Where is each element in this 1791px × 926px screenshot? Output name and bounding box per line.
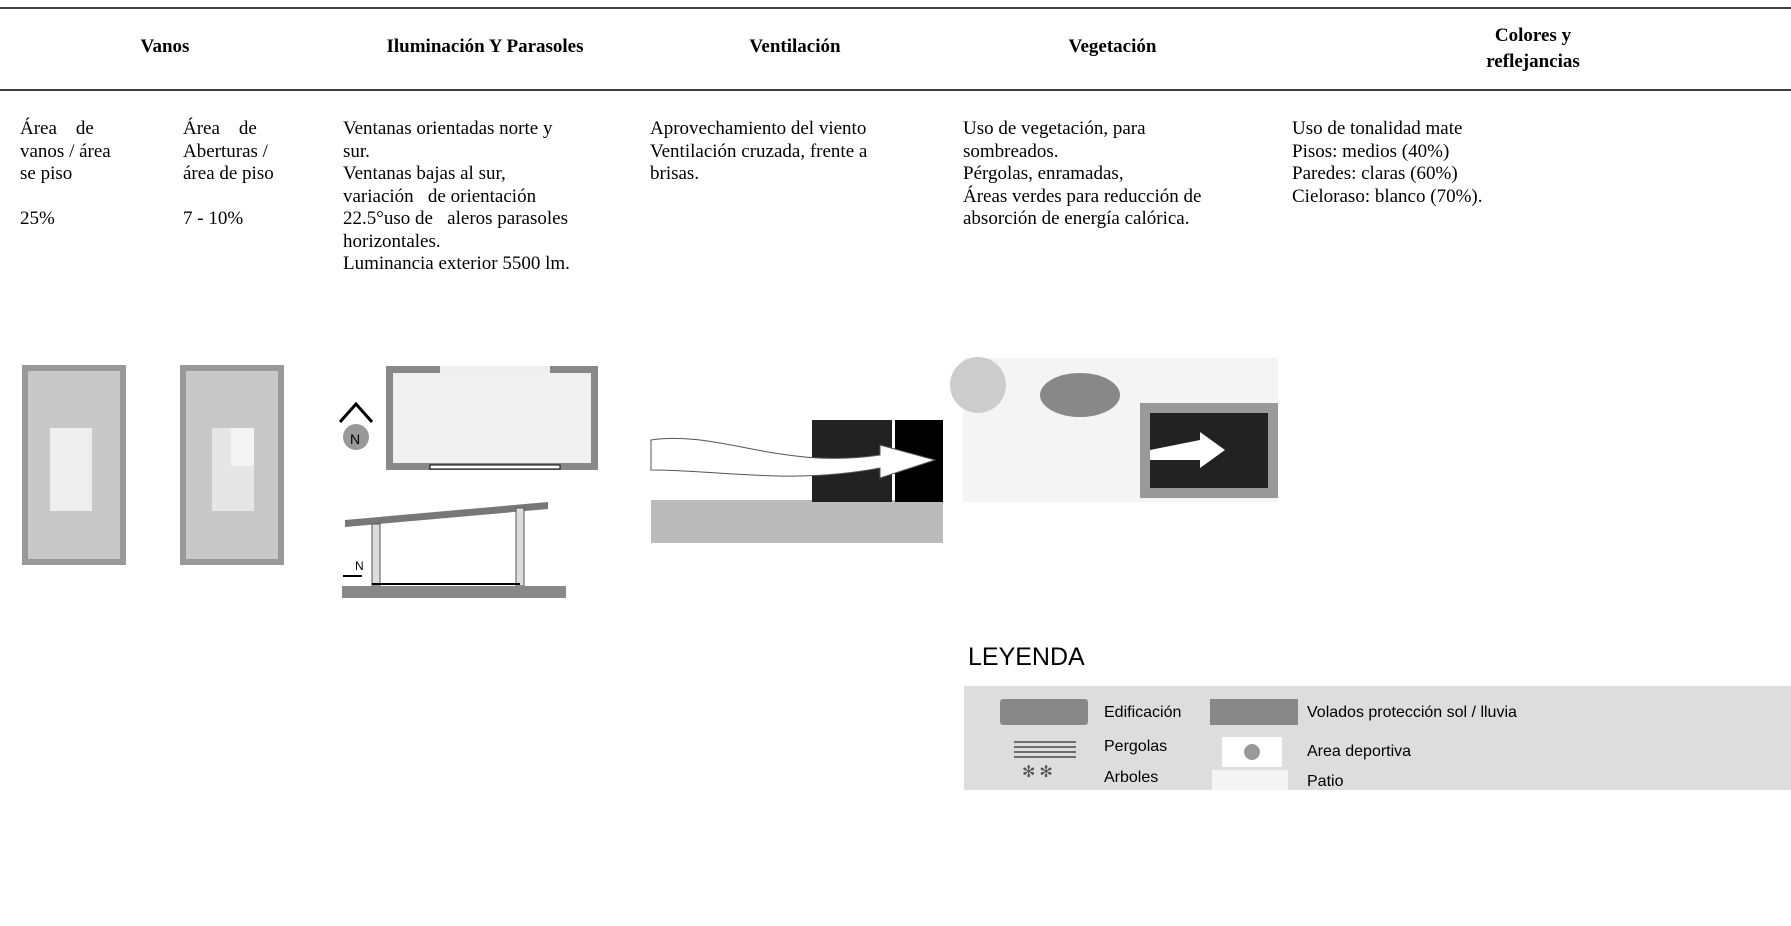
column-header: Ventilación [749,36,841,57]
rules [0,7,1791,91]
legend-item: Arboles [1104,769,1159,786]
cell-text: sombreados. [963,140,1059,162]
column-header: Colores y [1494,25,1572,46]
cell-text: Cieloraso: blanco (70%). [1292,185,1483,207]
legend-item: Pergolas [1104,738,1168,755]
cell-text: Pérgolas, enramadas, [963,163,1124,184]
legend-box: ✻ ✻ [964,686,1791,790]
cell-text: Ventanas orientadas norte y [343,118,553,139]
cell-text: Luminancia exterior 5500 lm. [343,253,570,274]
cell-text: 25% [20,208,55,229]
ventilation-figure [650,360,943,543]
vanos-figure [22,365,126,565]
column-header: Iluminación Y Parasoles [386,36,584,57]
legend-item: Patio [1307,773,1344,790]
cell-text: 22.5°uso de aleros parasoles [343,208,568,229]
cell-text: Pisos: medios (40%) [1292,140,1450,162]
svg-text:✻ ✻: ✻ ✻ [1022,764,1053,781]
cell-text: Ventilación cruzada, frente a [650,140,868,162]
section-figure [342,502,566,598]
legend-title: LEYENDA [968,643,1085,671]
cell-text: Uso de tonalidad mate [1292,118,1463,139]
cell-text: Área de [20,118,94,139]
legend-item: Edificación [1104,704,1182,721]
cell-text: brisas. [650,163,700,184]
column-header: reflejancias [1486,51,1580,72]
vegetation-figure [950,357,1278,502]
cell-text: Aberturas / [183,140,268,162]
cell-text: variación de orientación [343,185,537,207]
cell-text: Paredes: claras (60%) [1292,163,1458,184]
compass-label: N [355,559,364,573]
cell-text: Área de [183,118,257,139]
cell-text: 7 - 10% [183,208,244,229]
plan-figure [338,366,598,470]
cell-text: Aprovechamiento del viento [650,118,867,139]
cell-text: sur. [343,140,370,162]
cell-text: horizontales. [343,230,441,252]
cell-text: Áreas verdes para reducción de [963,185,1202,207]
column-header: Vegetación [1068,36,1157,57]
compass-label: N [350,431,361,447]
legend-item: Area deportiva [1307,743,1412,760]
cell-text: Uso de vegetación, para [963,118,1146,139]
cell-text: absorción de energía calórica. [963,208,1190,229]
cell-text: área de piso [183,163,274,184]
cell-text: vanos / área [20,140,111,162]
cell-text: se piso [20,163,73,184]
aberturas-figure [180,365,284,565]
cell-text: Ventanas bajas al sur, [343,163,506,184]
column-header: Vanos [140,36,190,57]
legend-item: Volados protección sol / lluvia [1307,704,1517,721]
